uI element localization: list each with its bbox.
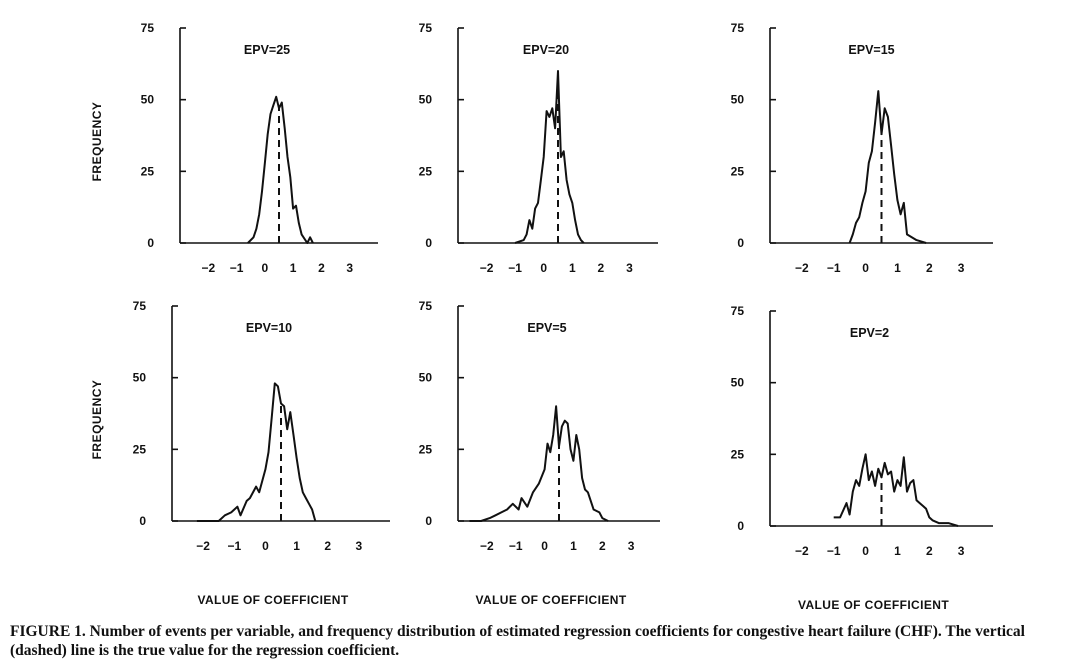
panel-title: EPV=10 [246, 321, 292, 335]
y-tick-label: 75 [419, 299, 433, 313]
x-tick-label: 1 [894, 544, 901, 558]
y-tick-label: 25 [133, 442, 147, 456]
x-tick-label: 3 [628, 539, 635, 553]
chart-panel-2: 0 25 50 75 −2 −1 0 1 2 3 EPV=20 [419, 21, 658, 275]
y-tick-label: 75 [133, 299, 147, 313]
x-tick-label: 2 [599, 539, 606, 553]
x-tick-label: 2 [926, 544, 933, 558]
y-tick-label: 50 [133, 371, 147, 385]
x-tick-label: −1 [827, 544, 841, 558]
x-tick-label: −2 [196, 539, 210, 553]
x-tick-label: 2 [324, 539, 331, 553]
x-tick-label: −1 [227, 539, 241, 553]
frequency-series-line [514, 70, 585, 244]
panel-title: EPV=20 [523, 43, 569, 57]
x-tick-label: −1 [230, 261, 244, 275]
x-tick-label: 3 [626, 261, 633, 275]
y-tick-label: 0 [737, 519, 744, 533]
x-tick-label: −2 [480, 261, 494, 275]
chart-panel-5: 0 25 50 75 −2 −1 0 1 2 3 EPV=5 VALUE OF COEFFICIENT [419, 299, 660, 607]
x-tick-label: 0 [262, 261, 269, 275]
frequency-series-line [196, 382, 317, 522]
x-tick-label: 1 [570, 539, 577, 553]
y-tick-label: 0 [147, 236, 154, 250]
frequency-series-line [469, 405, 609, 522]
x-tick-label: 2 [926, 261, 933, 275]
x-tick-label: 2 [598, 261, 605, 275]
x-tick-label: 1 [569, 261, 576, 275]
y-tick-label: 0 [425, 236, 432, 250]
x-tick-label: 1 [290, 261, 297, 275]
y-tick-label: 25 [419, 442, 433, 456]
y-tick-label: 50 [731, 93, 745, 107]
y-tick-label: 0 [737, 236, 744, 250]
x-tick-label: 0 [541, 539, 548, 553]
chart-panel-4: 0 25 50 75 −2 −1 0 1 2 3 EPV=10 FREQUENCY VALUE OF C… [90, 299, 390, 607]
x-tick-label: 1 [894, 261, 901, 275]
y-tick-label: 50 [419, 371, 433, 385]
x-tick-label: −2 [480, 539, 494, 553]
x-tick-label: 0 [862, 261, 869, 275]
x-tick-label: 0 [862, 544, 869, 558]
chart-panel-6: 0 25 50 75 −2 −1 0 1 2 3 EPV=2 VALUE OF COEFFICIENT [731, 304, 993, 612]
x-axis-label: VALUE OF COEFFICIENT [475, 593, 626, 607]
y-axis-label: FREQUENCY [90, 380, 104, 460]
panel-title: EPV=25 [244, 43, 290, 57]
frequency-series-line [247, 95, 314, 244]
x-tick-label: 3 [958, 544, 965, 558]
y-tick-label: 50 [141, 93, 155, 107]
y-tick-label: 25 [731, 164, 745, 178]
y-tick-label: 75 [141, 21, 155, 35]
figure-caption: FIGURE 1. Number of events per variable,… [10, 622, 1075, 660]
chart-panel-3: 0 25 50 75 −2 −1 0 1 2 3 EPV=15 [731, 21, 993, 275]
x-tick-label: −1 [827, 261, 841, 275]
x-tick-label: −2 [201, 261, 215, 275]
x-tick-label: 1 [293, 539, 300, 553]
x-tick-label: 3 [958, 261, 965, 275]
y-tick-label: 50 [731, 376, 745, 390]
chart-panel-1: 0 25 50 75 −2 −1 0 1 2 3 EPV=25 FREQUENCY [90, 21, 378, 275]
frequency-series-line [848, 90, 927, 244]
x-tick-label: 0 [540, 261, 547, 275]
y-tick-label: 25 [141, 164, 155, 178]
y-tick-label: 25 [731, 447, 745, 461]
y-tick-label: 50 [419, 93, 433, 107]
y-tick-label: 75 [419, 21, 433, 35]
y-tick-label: 0 [425, 514, 432, 528]
x-tick-label: −1 [509, 539, 523, 553]
x-tick-label: −2 [795, 261, 809, 275]
y-tick-label: 0 [139, 514, 146, 528]
x-tick-label: −1 [508, 261, 522, 275]
y-tick-label: 75 [731, 304, 745, 318]
y-tick-label: 75 [731, 21, 745, 35]
y-axis-label: FREQUENCY [90, 102, 104, 182]
panel-title: EPV=15 [848, 43, 894, 57]
x-tick-label: 3 [346, 261, 353, 275]
caption-text: FIGURE 1. Number of events per variable,… [10, 623, 1025, 659]
panel-title: EPV=2 [850, 326, 889, 340]
x-tick-label: 2 [318, 261, 325, 275]
x-tick-label: 3 [356, 539, 363, 553]
x-axis-label: VALUE OF COEFFICIENT [798, 598, 949, 612]
x-axis-label: VALUE OF COEFFICIENT [197, 593, 348, 607]
x-tick-label: 0 [262, 539, 269, 553]
y-tick-label: 25 [419, 164, 433, 178]
x-tick-label: −2 [795, 544, 809, 558]
panel-title: EPV=5 [527, 321, 566, 335]
frequency-series-line [833, 453, 959, 527]
